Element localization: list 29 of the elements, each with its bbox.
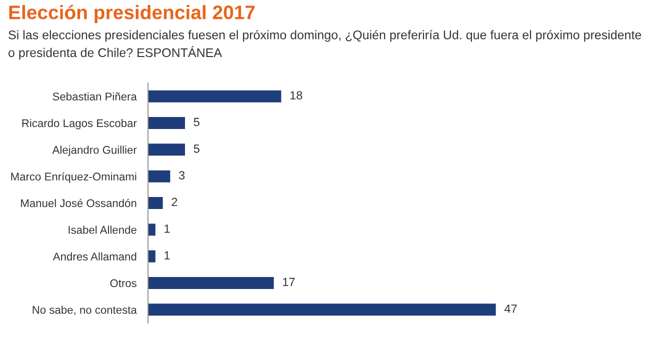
data-label: 47 bbox=[504, 304, 517, 313]
y-tick-label: Sebastian Piñera bbox=[52, 92, 137, 100]
data-label: 2 bbox=[172, 198, 178, 206]
data-label: 1 bbox=[164, 224, 170, 233]
bar bbox=[148, 90, 282, 102]
bar bbox=[148, 224, 156, 236]
y-tick-label: Andres Allamand bbox=[52, 252, 136, 260]
y-tick-label: Isabel Allende bbox=[68, 226, 136, 234]
chart-subtitle: Si las elecciones presidenciales fuesen el próximo domingo, ¿Quién preferiría Ud. que fuera el próximo presidente o presidenta de Chile? ESPONTÁNEA bbox=[8, 30, 642, 60]
data-label: 5 bbox=[194, 118, 200, 126]
bar bbox=[148, 117, 186, 129]
data-label: 1 bbox=[164, 251, 170, 260]
y-tick-label: Alejandro Guillier bbox=[52, 146, 137, 156]
data-label: 18 bbox=[290, 91, 302, 100]
data-label: 3 bbox=[178, 171, 185, 180]
bar bbox=[148, 277, 274, 289]
bar bbox=[148, 144, 186, 156]
y-tick-label: Manuel José Ossandón bbox=[21, 198, 136, 208]
bar bbox=[148, 250, 156, 262]
bar bbox=[148, 197, 163, 209]
y-tick-label: Otros bbox=[110, 279, 136, 288]
bar bbox=[148, 170, 170, 182]
y-tick-label: No sabe, no contesta bbox=[32, 306, 137, 316]
y-tick-label: Marco Enríquez-Ominami bbox=[11, 172, 136, 183]
bar bbox=[148, 304, 496, 316]
chart-title: Elección presidencial 2017 bbox=[9, 4, 255, 24]
data-label: 17 bbox=[283, 278, 295, 286]
data-label: 5 bbox=[194, 144, 200, 153]
y-tick-label: Ricardo Lagos Escobar bbox=[22, 118, 137, 130]
